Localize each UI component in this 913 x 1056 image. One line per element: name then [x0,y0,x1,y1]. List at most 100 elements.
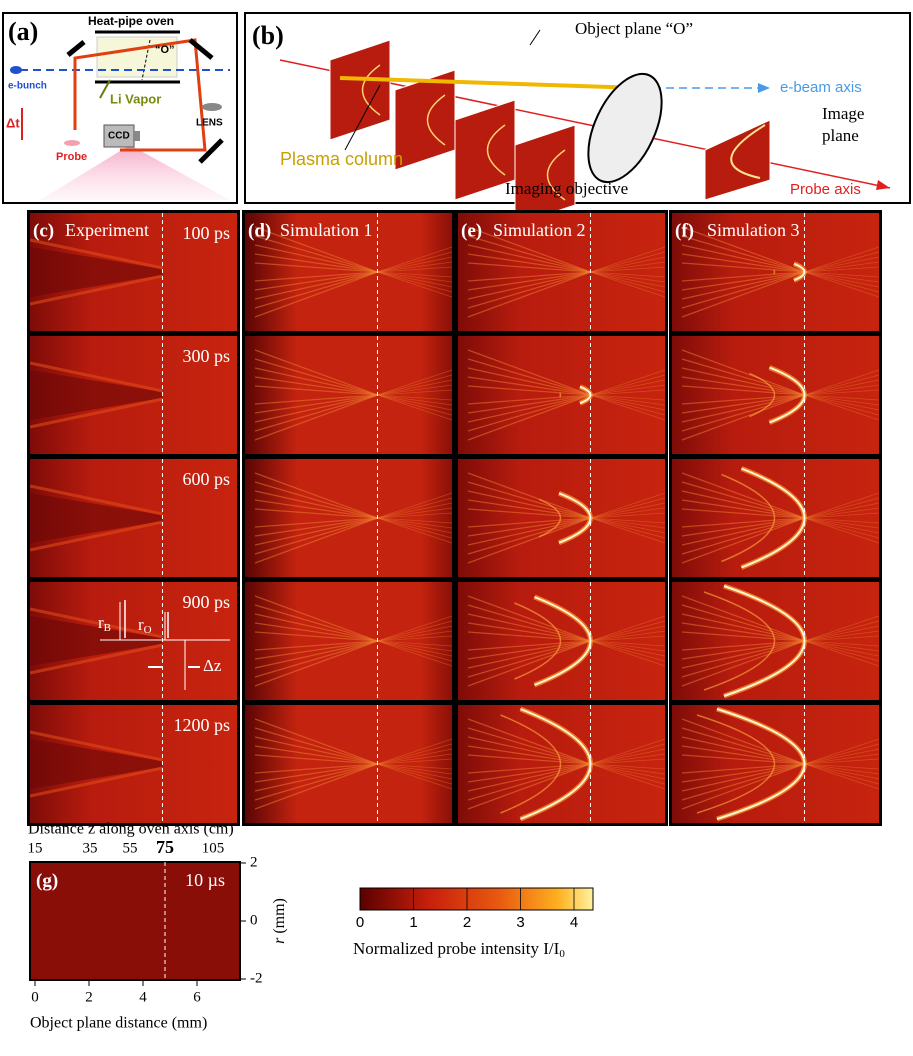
r-unit: (mm) [271,898,288,934]
fringe [590,640,666,667]
tick-label: 1 [409,914,417,931]
fringe [377,620,453,642]
fringe [254,763,378,783]
plasma-edge [749,372,776,418]
image [29,861,241,981]
fringe [254,622,378,642]
fringe [467,640,591,669]
panel-label: (f) [675,220,694,241]
fringe [681,517,805,555]
mirror [198,138,224,164]
fringe [681,244,805,273]
fringe [467,763,591,792]
fringe [681,631,805,642]
axis-title: r (mm) [271,898,288,944]
fringe [254,271,378,309]
label: Plasma column [280,149,403,169]
fringe [254,763,378,774]
image-cell [245,582,453,700]
fringe [681,394,805,432]
screen-pattern [546,149,566,201]
tick-label: 4 [139,989,147,1005]
fringe [467,262,591,273]
image [458,336,665,454]
fringe [467,367,591,396]
fringe [254,727,378,765]
column-title: Simulation 2 [493,220,586,240]
arrowhead [758,83,770,93]
image-cell [458,582,666,700]
fringe [804,763,880,790]
fringe [467,736,591,765]
fringe [804,640,880,652]
colorbar [359,887,594,911]
fringe [254,631,378,642]
column-title: Experiment [65,220,149,240]
image-cell [458,336,666,454]
fringe [467,622,591,642]
fringe [254,358,378,396]
image-cell [672,705,880,823]
fringe [254,763,378,792]
probe-source [64,140,80,146]
fringe [804,517,880,534]
fringe [804,763,880,785]
fringe [804,492,880,519]
fringe [681,613,805,642]
fringe [590,369,666,396]
fringe [254,271,378,282]
fringe [590,763,666,775]
fringe [590,246,666,273]
fringe [590,497,666,519]
fringe [467,640,591,651]
fringe [681,271,805,309]
fringe [254,718,378,765]
fringe [254,394,378,405]
fringe [681,517,805,564]
image [458,459,665,577]
fringe [590,271,666,288]
fringe [377,502,453,519]
tick-label: 0 [31,989,39,1005]
fringe [29,520,163,552]
fringe [804,507,880,519]
fringe [467,394,591,432]
fringe [590,738,666,765]
fringe [377,640,453,667]
fringe [681,271,805,282]
tick-label: 3 [516,914,524,931]
fringe [804,251,880,273]
fringe [681,517,805,537]
fringe [467,253,591,273]
fringe [254,367,378,396]
fringe [681,763,805,810]
image-cell [458,213,666,331]
fringe [681,394,805,441]
fringe [804,271,880,278]
fringe [254,754,378,765]
image-cell [29,705,237,823]
label: LENS [196,118,223,129]
image [672,459,879,577]
fringe [377,625,453,642]
fringe [467,376,591,396]
fringe [590,389,666,396]
fringe [681,595,805,642]
fringe [590,517,666,529]
fringe [254,517,378,546]
fringe [254,499,378,519]
fringe [467,481,591,519]
image [458,582,665,700]
fringe [590,758,666,765]
fringe [29,361,163,393]
fringe [254,376,378,396]
fringe [804,743,880,765]
label: plane [822,126,859,145]
tick-label: 2 [463,914,471,931]
panel-label: (e) [461,220,482,241]
fringe [377,394,453,416]
fringe [467,640,591,660]
fringe [29,397,163,429]
plasma-edge [773,269,776,275]
fringe [590,517,666,524]
